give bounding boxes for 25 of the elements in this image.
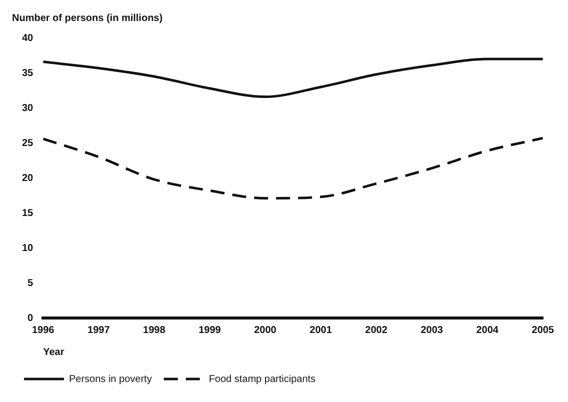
x-tick-label: 2001 xyxy=(310,324,332,336)
y-tick-label: 5 xyxy=(28,278,34,289)
y-tick-label: 10 xyxy=(22,242,34,254)
x-tick-label: 2002 xyxy=(365,324,388,336)
legend-label: Persons in poverty xyxy=(69,374,152,385)
y-tick-label: 0 xyxy=(28,312,34,324)
y-tick-label: 25 xyxy=(22,138,34,149)
x-axis-title: Year xyxy=(43,346,64,358)
y-tick-label: 30 xyxy=(22,102,34,114)
legend-label: Food stamp participants xyxy=(208,374,316,385)
y-tick-label: 35 xyxy=(22,68,34,79)
x-tick-label: 2004 xyxy=(476,324,499,336)
x-tick-label: 2003 xyxy=(420,324,444,336)
y-tick-label: 15 xyxy=(22,208,34,219)
x-tick-label: 1999 xyxy=(198,324,222,336)
x-tick-label: 2000 xyxy=(254,324,277,336)
line-series xyxy=(43,58,543,98)
line-series xyxy=(43,136,543,200)
x-tick-label: 1997 xyxy=(88,324,110,336)
y-tick-label: 20 xyxy=(22,172,34,184)
x-tick-label: 2005 xyxy=(532,324,554,336)
y-tick-label: 40 xyxy=(22,32,34,44)
x-tick-label: 1998 xyxy=(143,324,166,336)
y-axis-title: Number of persons (in millions) xyxy=(12,12,163,24)
x-tick-label: 1996 xyxy=(32,324,55,336)
